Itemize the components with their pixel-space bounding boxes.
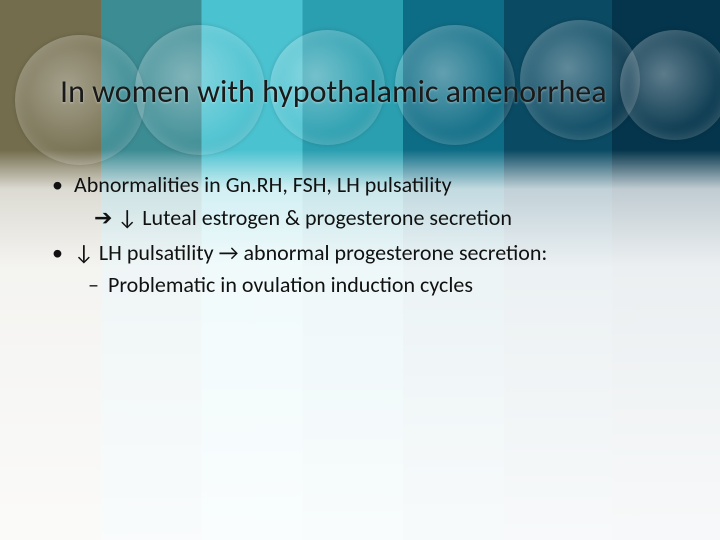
slide-body: Abnormalities in Gn.RH, FSH, LH pulsatil… — [40, 170, 680, 303]
bullet-level1: Abnormalities in Gn.RH, FSH, LH pulsatil… — [40, 170, 680, 201]
slide: In women with hypothalamic amenorrhea Ab… — [0, 0, 720, 540]
bullet-level2: Problematic in ovulation induction cycle… — [40, 270, 680, 301]
bullet-continuation: ➔ ↓ Luteal estrogen & progesterone secre… — [40, 203, 680, 234]
slide-title: In women with hypothalamic amenorrhea — [60, 72, 680, 111]
bullet-level1: ↓ LH pulsatility → abnormal progesterone… — [40, 238, 680, 269]
